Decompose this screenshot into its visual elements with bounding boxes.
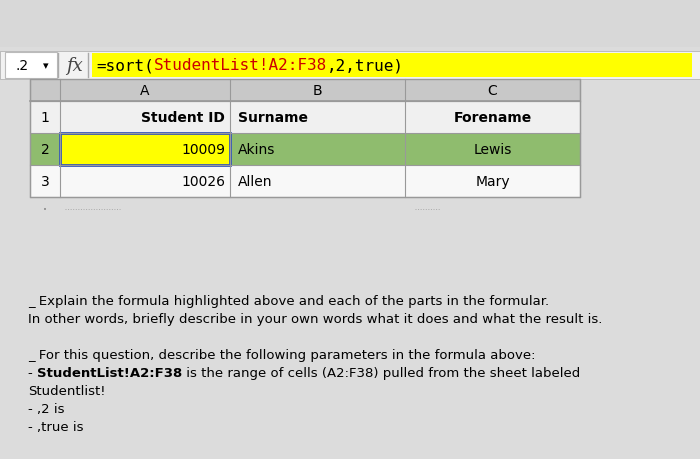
Bar xyxy=(30,134,580,166)
Text: .2: .2 xyxy=(15,59,29,73)
Text: •: • xyxy=(43,207,47,213)
Text: - ,2 is: - ,2 is xyxy=(28,402,64,415)
Text: ▾: ▾ xyxy=(43,61,49,71)
Text: _ Explain the formula highlighted above and each of the parts in the formular.: _ Explain the formula highlighted above … xyxy=(28,294,549,308)
Text: StudentList!A2:F38: StudentList!A2:F38 xyxy=(154,58,327,73)
Bar xyxy=(30,102,580,134)
Text: Student ID: Student ID xyxy=(141,111,225,125)
Text: 10009: 10009 xyxy=(181,143,225,157)
Bar xyxy=(30,166,580,197)
Text: 2: 2 xyxy=(41,143,50,157)
Text: Mary: Mary xyxy=(475,174,510,189)
Bar xyxy=(60,80,580,102)
Text: 1: 1 xyxy=(41,111,50,125)
Text: is the range of cells (A2:F38) pulled from the sheet labeled: is the range of cells (A2:F38) pulled fr… xyxy=(182,366,580,379)
Bar xyxy=(30,80,580,197)
Bar xyxy=(0,52,700,80)
Text: fx: fx xyxy=(66,57,83,75)
Text: StudentList!A2:F38: StudentList!A2:F38 xyxy=(37,366,182,379)
Text: _ For this question, describe the following parameters in the formula above:: _ For this question, describe the follow… xyxy=(28,348,536,361)
Text: Studentlist!: Studentlist! xyxy=(28,384,106,397)
Text: In other words, briefly describe in your own words what it does and what the res: In other words, briefly describe in your… xyxy=(28,312,603,325)
Text: B: B xyxy=(313,84,322,98)
Text: Lewis: Lewis xyxy=(473,143,512,157)
Text: =sort(: =sort( xyxy=(96,58,154,73)
Text: 10026: 10026 xyxy=(181,174,225,189)
Text: -: - xyxy=(28,366,37,379)
Text: Surname: Surname xyxy=(238,111,308,125)
Text: ,2,true): ,2,true) xyxy=(327,58,404,73)
Bar xyxy=(60,134,230,166)
Bar xyxy=(60,134,230,166)
Text: C: C xyxy=(488,84,498,98)
Bar xyxy=(0,0,700,48)
Text: Allen: Allen xyxy=(238,174,272,189)
Bar xyxy=(5,53,57,79)
Text: - ,true is: - ,true is xyxy=(28,420,83,433)
Text: A: A xyxy=(140,84,150,98)
Text: 3: 3 xyxy=(41,174,50,189)
Text: Forename: Forename xyxy=(454,111,531,125)
Bar xyxy=(30,80,60,102)
Text: Akins: Akins xyxy=(238,143,275,157)
Bar xyxy=(92,54,692,78)
